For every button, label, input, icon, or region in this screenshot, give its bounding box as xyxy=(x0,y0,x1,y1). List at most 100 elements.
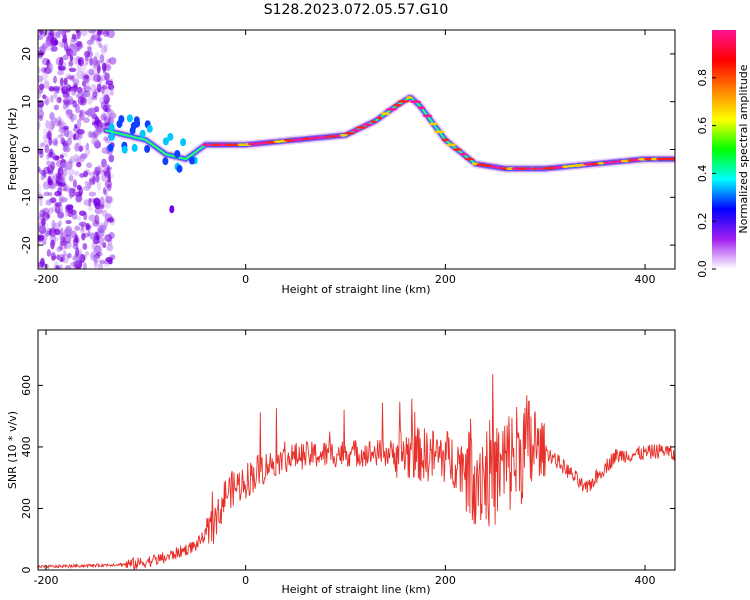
spectral-noise-mark xyxy=(83,185,91,192)
spectral-noise-mark xyxy=(72,78,80,86)
spectral-noise-mark xyxy=(88,107,96,116)
spectral-noise-mark xyxy=(49,176,58,181)
spectral-noise-mark xyxy=(41,218,46,226)
spectral-blob xyxy=(188,156,195,165)
spectral-peak-mark xyxy=(562,165,569,169)
spectral-noise-mark xyxy=(48,207,54,214)
spectral-noise-mark xyxy=(38,34,44,41)
spectral-noise-mark xyxy=(96,74,101,83)
spectral-noise-mark xyxy=(68,174,74,182)
spectral-noise-mark xyxy=(60,227,64,238)
spectral-noise-mark xyxy=(85,148,91,156)
spectral-noise-mark xyxy=(42,207,50,215)
spectral-noise-mark xyxy=(57,120,64,128)
spectral-noise-mark xyxy=(105,195,113,204)
spectral-noise-mark xyxy=(74,170,80,176)
spectral-peak-mark xyxy=(433,130,446,134)
spectrogram-data xyxy=(38,30,675,269)
spectral-noise-mark xyxy=(67,168,75,176)
spectral-noise-mark xyxy=(51,233,56,238)
spectral-noise-mark xyxy=(104,43,108,53)
spectral-noise-mark xyxy=(83,199,91,206)
spectral-noise-mark xyxy=(43,80,50,89)
spectral-noise-mark xyxy=(51,219,56,230)
spectral-noise-mark xyxy=(43,230,48,241)
spectral-noise-mark xyxy=(107,30,115,39)
spectral-noise-mark xyxy=(50,161,56,170)
spectral-noise-mark xyxy=(42,30,47,37)
spectral-noise-mark xyxy=(44,230,50,238)
spectral-noise-mark xyxy=(95,126,103,135)
spectral-noise-mark xyxy=(105,196,114,204)
colorbar-gradient xyxy=(712,30,736,269)
spectral-noise-mark xyxy=(59,77,64,87)
spectral-noise-mark xyxy=(44,263,49,269)
spectral-noise-mark xyxy=(106,217,114,223)
spectral-noise-mark xyxy=(38,261,44,269)
spectral-noise-mark xyxy=(75,142,79,152)
spectral-noise-mark xyxy=(60,256,64,262)
spectral-noise-mark xyxy=(80,30,88,37)
spectral-noise-mark xyxy=(74,225,81,231)
spectral-noise-mark xyxy=(94,116,100,125)
spectral-noise-mark xyxy=(104,101,109,111)
spectral-peak-mark xyxy=(446,143,457,147)
spectral-noise-mark xyxy=(89,57,94,66)
spectral-noise-mark xyxy=(53,180,61,187)
spectral-noise-mark xyxy=(41,66,47,73)
spectral-noise-mark xyxy=(82,90,91,98)
spectral-noise-mark xyxy=(38,120,41,131)
spectral-noise-mark xyxy=(104,104,112,109)
spectral-noise-mark xyxy=(93,235,102,240)
spectral-noise-mark xyxy=(47,170,54,175)
spectral-peak-mark xyxy=(392,103,403,107)
spectral-noise-mark xyxy=(43,134,47,142)
spectral-noise-mark xyxy=(57,65,66,71)
spectral-noise-mark xyxy=(79,172,86,178)
spectral-noise-mark xyxy=(80,229,84,234)
spectral-noise-mark xyxy=(97,30,103,35)
spectral-peak-mark xyxy=(464,157,475,161)
spectral-noise-mark xyxy=(100,44,107,54)
spectral-noise-mark xyxy=(76,184,82,190)
snr-y-label: SNR (10 * v/v) xyxy=(6,411,19,489)
spectral-noise-mark xyxy=(66,75,74,80)
spectral-blob xyxy=(131,143,138,152)
spectral-peak-mark xyxy=(517,167,529,171)
spectral-noise-mark xyxy=(50,95,54,103)
spectral-noise-mark xyxy=(91,59,99,68)
spectral-noise-mark xyxy=(42,94,47,100)
spectral-noise-mark xyxy=(59,169,68,178)
spectral-noise-mark xyxy=(59,56,64,67)
spectral-noise-mark xyxy=(59,154,64,159)
spectral-noise-mark xyxy=(50,251,56,262)
spectrogram-ticks: -200 0 200 400 -20 -10 0 10 20 xyxy=(20,30,675,286)
x-tick-label: 200 xyxy=(435,273,456,286)
spectral-noise-mark xyxy=(38,89,42,99)
spectral-blob xyxy=(126,114,133,123)
spectral-noise-mark xyxy=(46,160,52,166)
spectral-noise-mark xyxy=(58,196,64,204)
spectral-noise-mark xyxy=(76,30,81,40)
spectral-peak-mark xyxy=(554,165,565,169)
spectral-noise-mark xyxy=(88,30,97,34)
spectral-noise-mark xyxy=(69,204,74,210)
spectral-blob xyxy=(176,164,183,173)
spectral-noise-mark xyxy=(78,112,85,121)
spectral-noise-mark xyxy=(92,170,101,176)
spectral-peak-mark xyxy=(385,107,398,111)
spectral-noise-mark xyxy=(67,130,74,140)
spectral-blob xyxy=(108,123,115,132)
spectral-peak-mark xyxy=(532,167,539,171)
colorbar-tick-label: 0.8 xyxy=(696,69,709,87)
spectral-noise-mark xyxy=(91,137,100,146)
spectral-noise-mark xyxy=(99,196,105,207)
x-tick-label: 0 xyxy=(242,574,249,587)
spectral-noise-mark xyxy=(44,144,50,154)
spectral-noise-mark xyxy=(85,223,91,231)
spectral-noise-mark xyxy=(66,137,73,146)
spectral-noise-mark xyxy=(73,143,82,152)
spectral-noise-mark xyxy=(76,161,82,168)
spectral-noise-mark xyxy=(89,232,96,240)
